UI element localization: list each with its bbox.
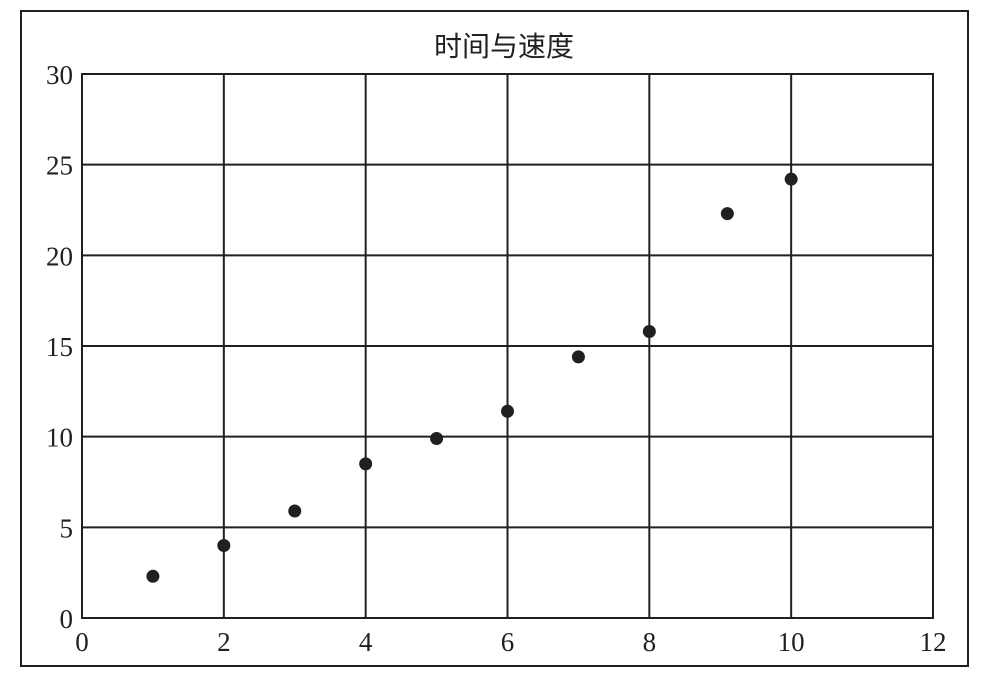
data-point <box>501 404 514 418</box>
data-point <box>146 569 160 583</box>
y-tick-label: 10 <box>46 423 73 453</box>
data-point <box>288 504 302 518</box>
data-point <box>359 457 373 471</box>
x-axis-ticks: 0 2 4 6 8 10 12 <box>75 627 946 657</box>
y-tick-label: 0 <box>60 604 74 634</box>
outer-border <box>20 10 969 667</box>
x-tick-label: 12 <box>920 627 947 657</box>
data-point <box>720 207 734 221</box>
x-tick-label: 8 <box>643 627 657 657</box>
y-tick-label: 25 <box>46 151 73 181</box>
x-tick-label: 6 <box>501 627 515 657</box>
y-tick-label: 20 <box>46 241 73 271</box>
x-tick-label: 4 <box>359 627 373 657</box>
y-tick-label: 5 <box>60 513 74 543</box>
data-point <box>784 172 798 186</box>
y-axis-ticks: 0 5 10 15 20 25 30 <box>46 60 73 634</box>
y-tick-label: 15 <box>46 332 73 362</box>
data-point <box>217 538 231 552</box>
data-point <box>571 350 585 364</box>
data-points <box>146 172 798 583</box>
data-point <box>642 324 656 338</box>
x-tick-label: 2 <box>217 627 231 657</box>
y-tick-label: 30 <box>46 60 73 90</box>
x-tick-label: 0 <box>75 627 89 657</box>
plot-area-border <box>81 73 934 619</box>
chart-title: 时间与速度 <box>434 31 574 63</box>
x-tick-label: 10 <box>778 627 805 657</box>
data-point <box>430 431 444 445</box>
